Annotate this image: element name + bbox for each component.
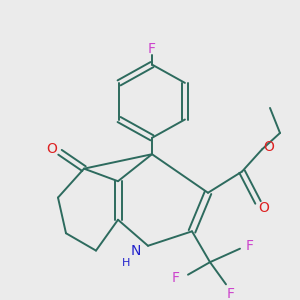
Text: N: N xyxy=(131,244,141,258)
Text: H: H xyxy=(122,258,130,268)
Text: F: F xyxy=(172,271,180,285)
Text: O: O xyxy=(259,201,269,215)
Text: F: F xyxy=(227,287,235,300)
Text: O: O xyxy=(46,142,57,156)
Text: O: O xyxy=(264,140,274,154)
Text: F: F xyxy=(246,239,254,253)
Text: F: F xyxy=(148,42,156,56)
